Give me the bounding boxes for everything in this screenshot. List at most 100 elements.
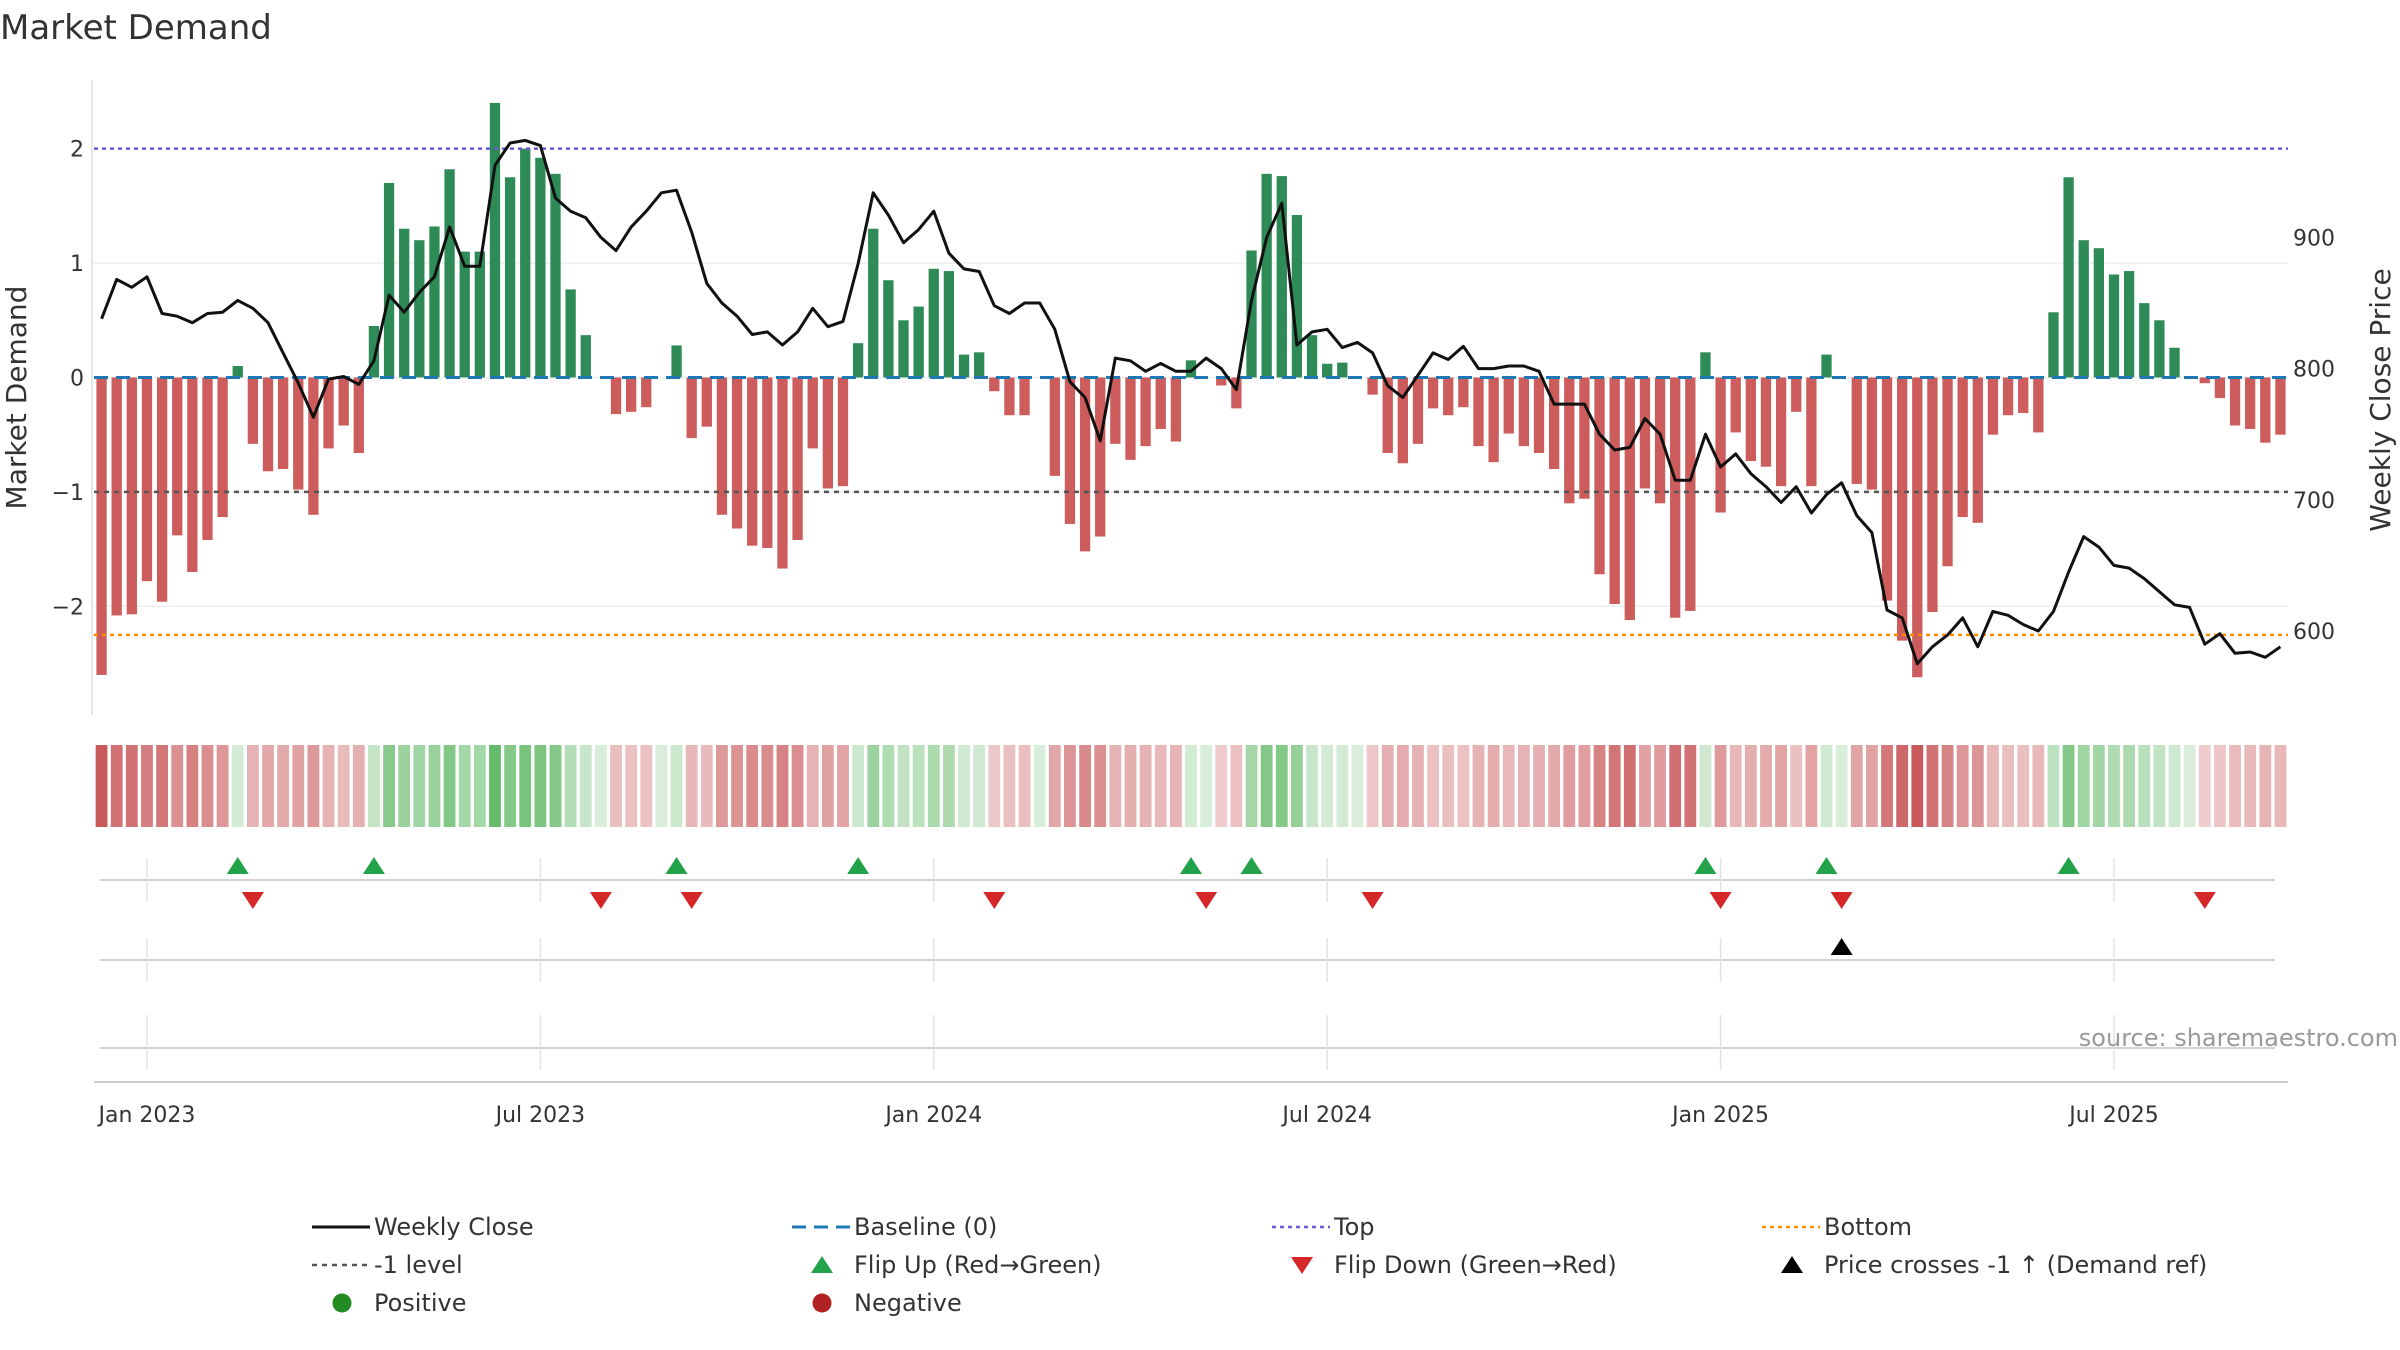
demand-bar <box>126 377 137 615</box>
demand-bar <box>2275 377 2286 435</box>
demand-heat-cell <box>2108 745 2120 827</box>
demand-heat-cell <box>746 745 759 827</box>
demand-bar <box>1987 377 1999 435</box>
demand-heat-cell <box>534 745 547 827</box>
demand-heat-cell <box>1351 745 1364 827</box>
demand-bar <box>2078 240 2089 378</box>
demand-bar <box>1594 377 1605 575</box>
legend-item-flip-down: Flip Down (Green→Red) <box>1260 1248 1617 1282</box>
demand-bar <box>641 377 652 408</box>
demand-heat-cell <box>2244 745 2257 827</box>
demand-heat-cell <box>776 745 789 827</box>
demand-heat-cell <box>1442 745 1455 827</box>
flip-up-marker <box>847 857 870 874</box>
demand-heat-cell <box>2153 745 2166 827</box>
demand-heat-cell <box>1744 745 1757 827</box>
demand-heat-cell <box>428 745 441 827</box>
demand-heat-cell <box>943 745 955 827</box>
demand-bar <box>1518 377 1530 447</box>
demand-heat-cell <box>1820 745 1833 827</box>
demand-bar <box>141 377 153 582</box>
legend-label-baseline: Baseline (0) <box>854 1213 998 1241</box>
demand-heat-cell <box>443 745 456 827</box>
demand-heat-cell <box>1336 745 1349 827</box>
demand-heat-cell <box>1275 745 1288 827</box>
demand-heat-cell <box>2274 745 2287 827</box>
legend-label-minus-one: -1 level <box>374 1251 463 1279</box>
demand-bar <box>883 280 894 378</box>
flip-down-marker <box>1361 892 1384 909</box>
demand-heat-cell <box>1971 745 1984 827</box>
demand-heat-cell <box>791 745 804 827</box>
demand-heat-cell <box>2123 745 2136 827</box>
demand-heat-cell <box>1911 745 1924 827</box>
demand-bar <box>1881 377 1893 601</box>
demand-bar <box>1503 377 1514 434</box>
demand-heat-cell <box>1381 745 1394 827</box>
legend-item-flip-up: Flip Up (Red→Green) <box>780 1248 1102 1282</box>
demand-bar <box>2260 377 2271 443</box>
demand-heat-cell <box>171 745 184 827</box>
demand-bar <box>1155 377 1166 429</box>
demand-heat-cell <box>1487 745 1500 827</box>
demand-bar <box>1291 215 1303 378</box>
demand-heat-cell <box>1563 745 1576 827</box>
demand-bar <box>1972 377 1983 523</box>
demand-bar <box>429 226 440 378</box>
demand-bar <box>1367 377 1378 395</box>
demand-bar <box>1927 377 1938 613</box>
demand-bar <box>837 377 849 487</box>
demand-heat-cell <box>1578 745 1591 827</box>
demand-heat-cell <box>897 745 910 827</box>
demand-bar <box>2002 377 2014 416</box>
demand-bar <box>308 377 319 515</box>
demand-bar <box>1473 377 1484 447</box>
demand-heat-cell <box>1502 745 1515 827</box>
flip-up-marker <box>2057 857 2080 874</box>
weekly-close-line <box>100 138 2282 666</box>
demand-heat-cell <box>262 745 274 827</box>
demand-heat-cell <box>867 745 880 827</box>
demand-heat-cell <box>519 745 532 827</box>
demand-bar <box>1276 176 1287 378</box>
legend-label-flip-down: Flip Down (Green→Red) <box>1334 1251 1617 1279</box>
demand-bar <box>1306 335 1318 378</box>
legend-swatch-negative <box>780 1286 850 1320</box>
demand-heat-cell <box>1835 745 1848 827</box>
demand-heat-cell <box>700 745 713 827</box>
demand-heat-cell <box>156 745 168 827</box>
demand-bar <box>2123 271 2135 378</box>
demand-heat-cell <box>2032 745 2045 827</box>
demand-heat-cell <box>1457 745 1470 827</box>
demand-heat-cell <box>1684 745 1697 827</box>
flip-down-marker <box>2193 892 2216 909</box>
demand-bar <box>2048 312 2059 378</box>
demand-heat-cell <box>1169 745 1182 827</box>
demand-heat-cell <box>246 745 259 827</box>
demand-bar <box>414 240 425 378</box>
y-left-axis-title: Market Demand <box>0 286 33 510</box>
legend-swatch-flip-down <box>1260 1248 1330 1282</box>
demand-bar <box>671 345 682 378</box>
demand-bar <box>2229 377 2241 426</box>
demand-bar <box>1851 377 1862 484</box>
demand-heat-cell <box>1729 745 1742 827</box>
demand-heat-cell <box>1699 745 1712 827</box>
legend-item-minus-one: -1 level <box>300 1248 463 1282</box>
demand-bar <box>262 377 274 472</box>
demand-heat-cell <box>1064 745 1076 827</box>
demand-bar <box>2214 377 2226 399</box>
demand-heat-cell <box>2183 745 2196 827</box>
demand-bar <box>504 177 516 378</box>
legend-label-top: Top <box>1334 1213 1375 1241</box>
y-left-tick-label: −1 <box>52 481 84 506</box>
demand-heat-cell <box>1321 745 1334 827</box>
legend: Weekly Close -1 level Positive Baseline … <box>300 1210 2250 1330</box>
demand-bar <box>474 251 485 378</box>
legend-label-flip-up: Flip Up (Red→Green) <box>854 1251 1102 1279</box>
demand-bar <box>1185 360 1197 378</box>
demand-heat-cell <box>1003 745 1016 827</box>
demand-bar <box>156 377 168 602</box>
demand-bar <box>792 377 803 540</box>
